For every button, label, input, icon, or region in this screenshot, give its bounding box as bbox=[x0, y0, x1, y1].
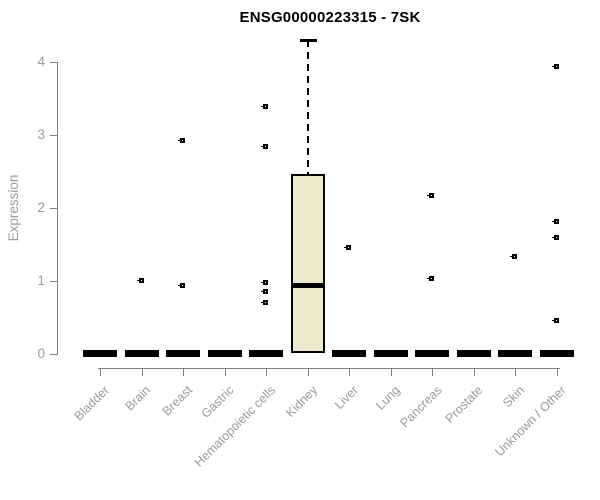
box-body bbox=[290, 174, 325, 353]
outlier-point bbox=[178, 138, 186, 143]
outlier-point bbox=[261, 104, 269, 109]
zero-bar bbox=[456, 350, 491, 357]
x-axis-line bbox=[98, 368, 560, 369]
zero-bar bbox=[207, 350, 242, 357]
x-tick bbox=[266, 368, 268, 376]
x-tick bbox=[183, 368, 185, 376]
y-tick-label: 1 bbox=[37, 273, 45, 288]
outlier-point bbox=[136, 278, 144, 283]
y-tick-label: 3 bbox=[37, 127, 45, 142]
outlier-point bbox=[261, 280, 269, 285]
outlier-point bbox=[510, 254, 518, 259]
x-tick-label: Hematopoietic cells bbox=[191, 383, 279, 470]
zero-bar bbox=[83, 350, 117, 357]
x-tick-label: Breast bbox=[159, 383, 195, 419]
outlier-point bbox=[551, 64, 559, 69]
x-tick bbox=[307, 368, 309, 376]
x-tick-label: Pancreas bbox=[397, 383, 445, 431]
x-tick bbox=[224, 368, 226, 376]
y-tick bbox=[50, 354, 57, 355]
outlier-point bbox=[427, 193, 435, 198]
x-tick bbox=[349, 368, 351, 376]
x-tick-label: Kidney bbox=[282, 383, 320, 420]
zero-bar bbox=[415, 350, 450, 357]
x-tick bbox=[390, 368, 392, 376]
y-tick-label: 2 bbox=[37, 200, 45, 215]
zero-bar bbox=[539, 350, 574, 357]
x-tick-label: Prostate bbox=[442, 383, 486, 426]
x-tick bbox=[141, 368, 143, 376]
zero-bar bbox=[166, 350, 201, 357]
x-tick-label: Brain bbox=[122, 383, 154, 414]
box-median-line bbox=[290, 283, 325, 288]
zero-bar bbox=[249, 350, 284, 357]
y-tick bbox=[50, 208, 57, 209]
x-tick bbox=[432, 368, 434, 376]
x-tick-label: Gastric bbox=[198, 383, 237, 421]
y-tick bbox=[50, 62, 57, 63]
zero-bar bbox=[498, 350, 533, 357]
x-tick-label: Lung bbox=[373, 383, 403, 413]
chart-title: ENSG00000223315 - 7SK bbox=[239, 9, 421, 26]
box-whisker bbox=[306, 40, 309, 174]
zero-bar bbox=[124, 350, 159, 357]
zero-bar bbox=[373, 350, 408, 357]
y-axis-line bbox=[57, 62, 58, 355]
x-tick-label: Bladder bbox=[71, 383, 112, 424]
outlier-point bbox=[551, 235, 559, 240]
zero-bar bbox=[332, 350, 367, 357]
box-whisker-cap bbox=[299, 39, 317, 43]
x-tick-label: Skin bbox=[500, 383, 528, 411]
outlier-point bbox=[261, 144, 269, 149]
outlier-point bbox=[344, 245, 352, 250]
x-tick bbox=[473, 368, 475, 376]
x-tick bbox=[556, 368, 558, 376]
x-tick bbox=[515, 368, 517, 376]
x-tick-label: Liver bbox=[332, 383, 362, 413]
y-tick bbox=[50, 135, 57, 136]
outlier-point bbox=[427, 276, 435, 281]
y-tick bbox=[50, 281, 57, 282]
outlier-point bbox=[261, 289, 269, 294]
outlier-point bbox=[551, 219, 559, 224]
outlier-point bbox=[551, 318, 559, 323]
outlier-point bbox=[178, 283, 186, 288]
y-tick-label: 0 bbox=[37, 346, 45, 361]
y-tick-label: 4 bbox=[37, 54, 45, 69]
x-tick bbox=[100, 368, 101, 376]
outlier-point bbox=[261, 300, 269, 305]
